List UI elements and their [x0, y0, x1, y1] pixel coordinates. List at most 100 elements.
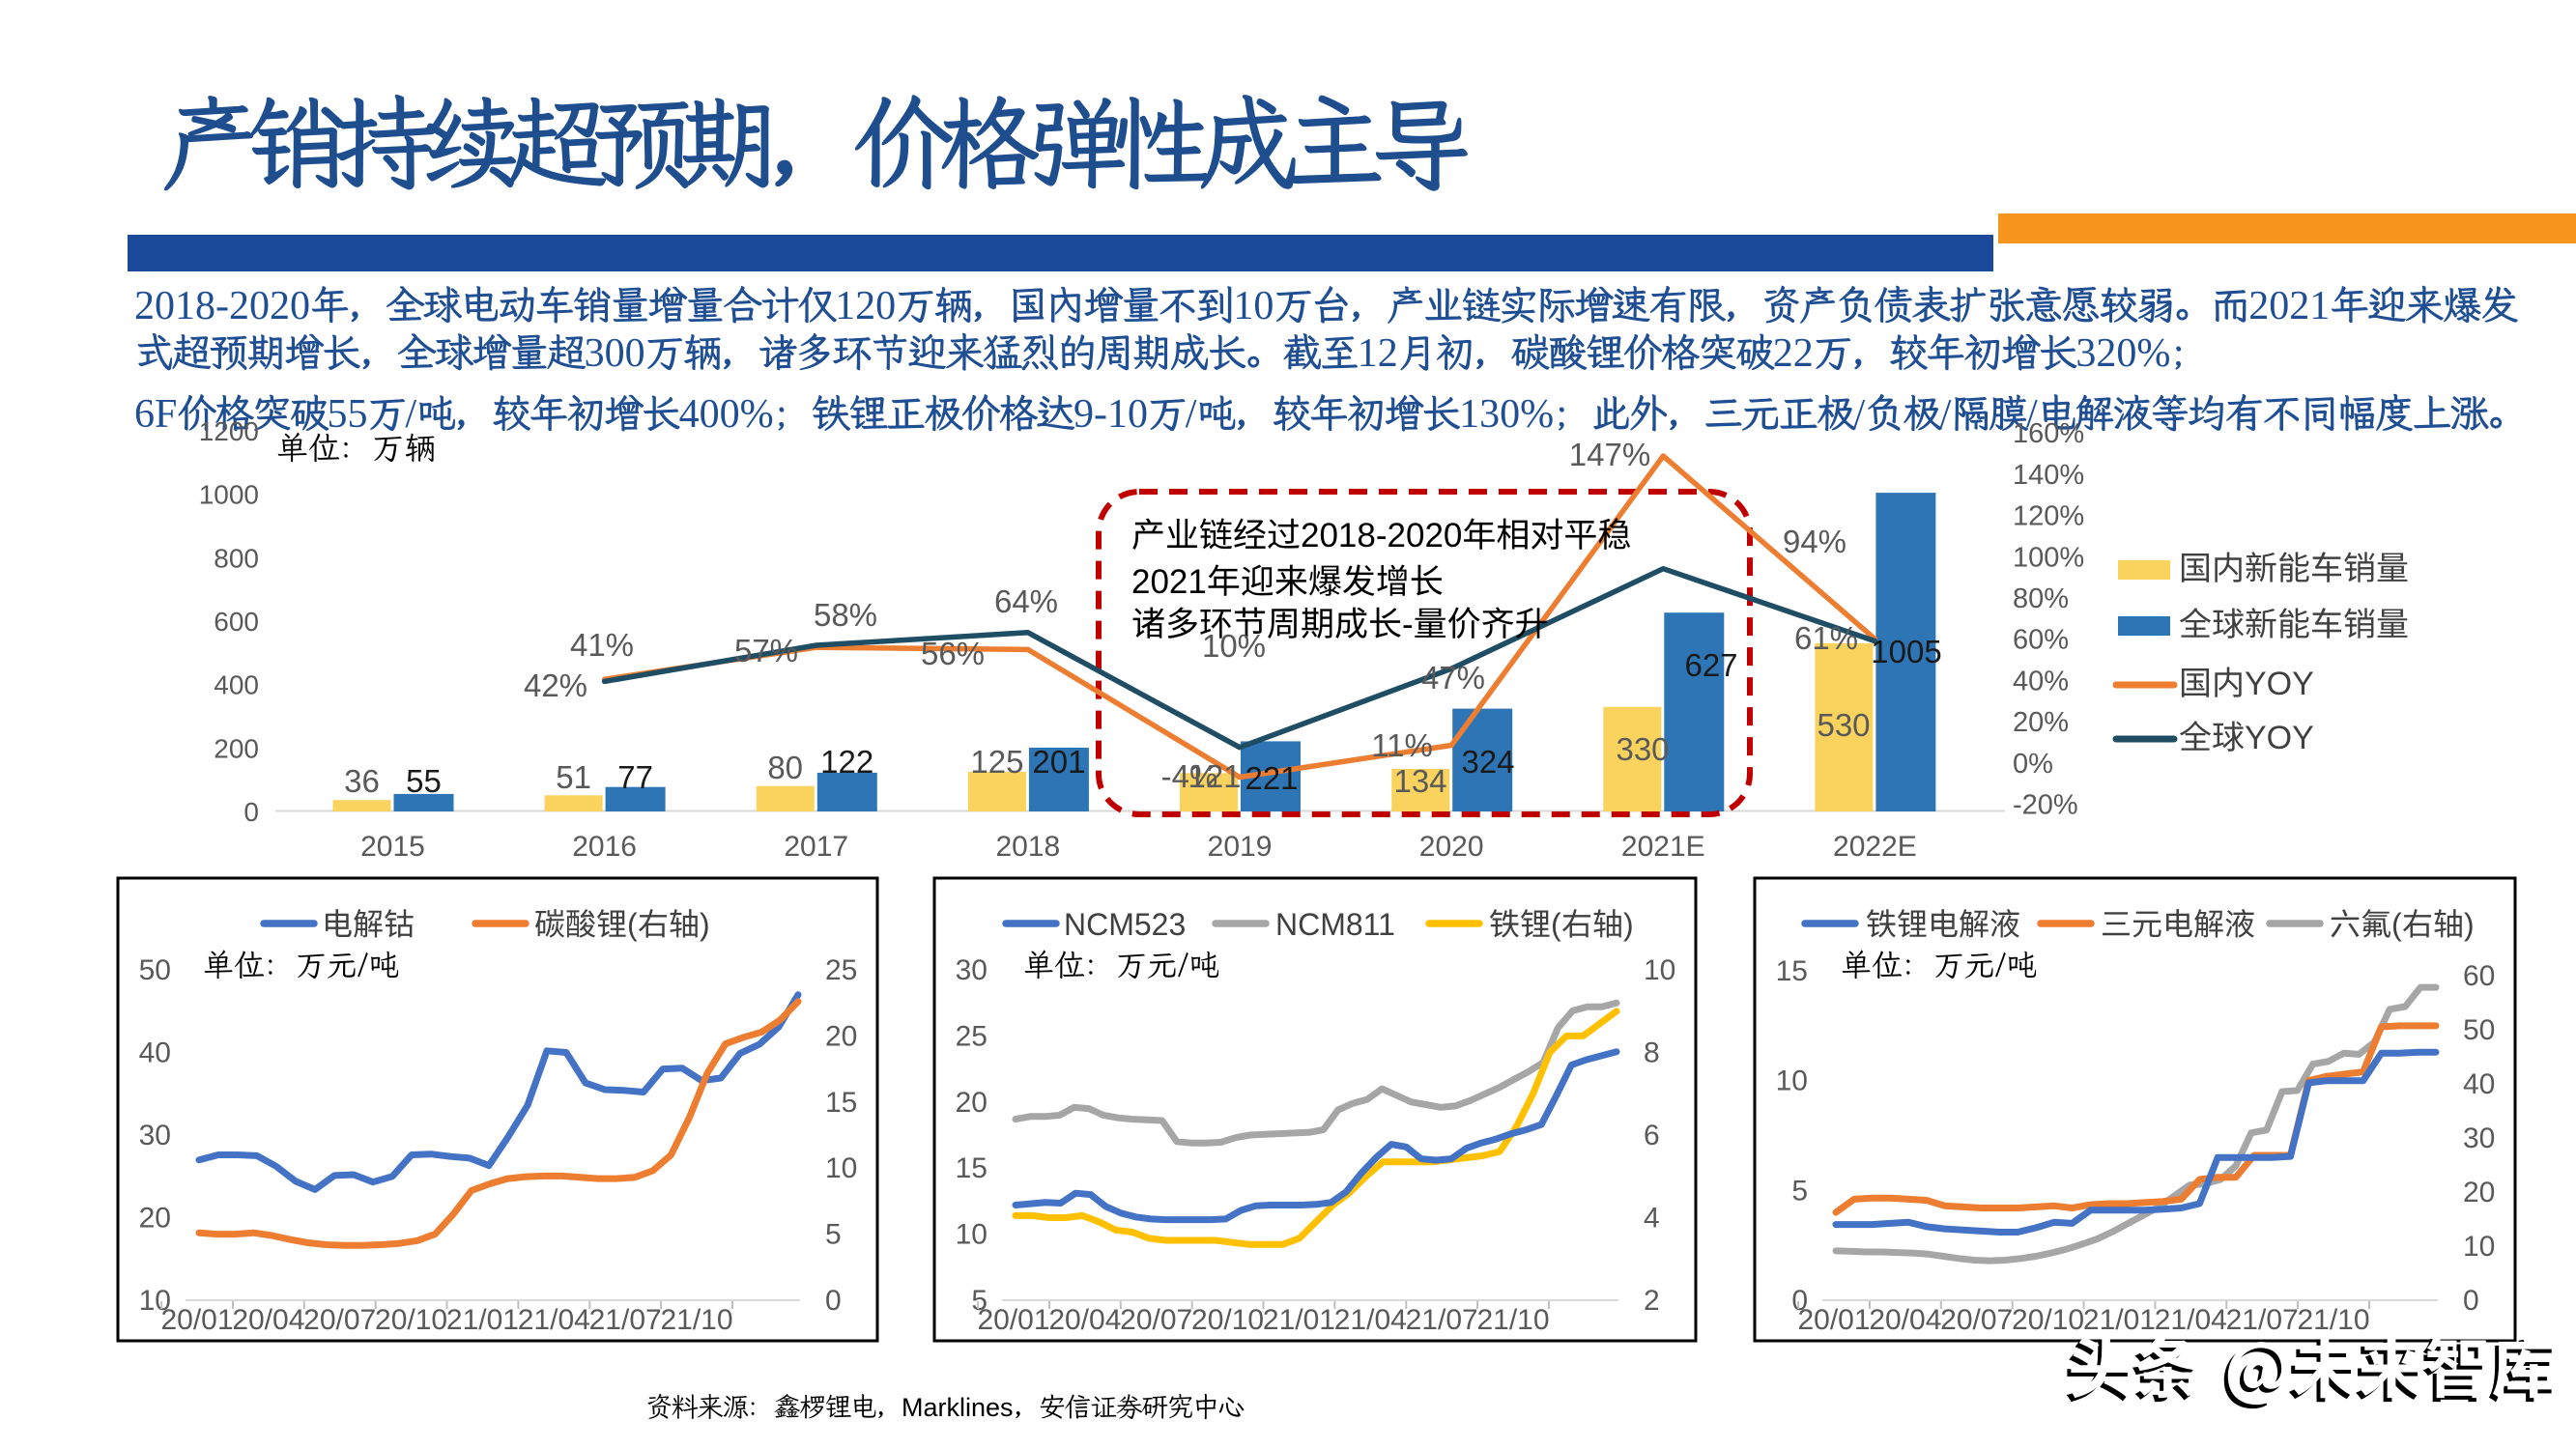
svg-text:15: 15 — [956, 1152, 987, 1184]
svg-text:6: 6 — [1644, 1120, 1660, 1151]
svg-text:10: 10 — [1644, 954, 1675, 986]
svg-text:10: 10 — [1233, 284, 1274, 328]
svg-text:21/01: 21/01 — [2083, 1304, 2156, 1336]
svg-text:61%: 61% — [1794, 620, 1858, 656]
svg-text:221: 221 — [1245, 760, 1298, 796]
svg-text:/: / — [1186, 392, 1197, 437]
svg-text:200: 200 — [214, 733, 259, 763]
svg-text:10: 10 — [1776, 1065, 1808, 1097]
svg-text:30: 30 — [139, 1120, 171, 1151]
svg-text:2022E: 2022E — [1833, 831, 1917, 863]
svg-text:Marklines: Marklines — [902, 1393, 1014, 1422]
svg-text:134: 134 — [1393, 763, 1446, 799]
svg-text:5: 5 — [971, 1285, 987, 1317]
svg-text:20/07: 20/07 — [1120, 1304, 1192, 1336]
svg-text:121: 121 — [1188, 758, 1241, 794]
svg-text:56%: 56% — [921, 636, 985, 671]
svg-text:55: 55 — [328, 392, 368, 437]
svg-text:21/10: 21/10 — [2297, 1304, 2369, 1336]
svg-text:130%: 130% — [1459, 392, 1554, 437]
svg-text:80: 80 — [767, 750, 803, 785]
svg-text:2021: 2021 — [2248, 284, 2330, 328]
svg-text:94%: 94% — [1783, 524, 1846, 559]
svg-text:627: 627 — [1684, 647, 1737, 683]
svg-text:2: 2 — [1644, 1285, 1660, 1317]
svg-text:20: 20 — [139, 1203, 171, 1235]
svg-text:20: 20 — [2463, 1177, 2495, 1208]
svg-text:40%: 40% — [2013, 666, 2069, 696]
svg-text:/: / — [1853, 392, 1865, 437]
svg-text:324: 324 — [1461, 744, 1514, 780]
svg-text:160%: 160% — [2013, 418, 2084, 449]
svg-text:): ) — [700, 907, 710, 942]
svg-text:): ) — [1623, 907, 1634, 942]
svg-text:5: 5 — [825, 1219, 842, 1251]
svg-text:330: 330 — [1616, 731, 1669, 767]
svg-text:/: / — [1940, 392, 1952, 437]
svg-text:-: - — [1402, 606, 1414, 643]
svg-text:2018-2020: 2018-2020 — [1301, 517, 1462, 554]
svg-text:6F: 6F — [134, 392, 177, 437]
svg-text:21/01: 21/01 — [446, 1304, 519, 1336]
svg-text:): ) — [2464, 907, 2475, 942]
svg-text:10: 10 — [139, 1285, 171, 1317]
svg-text:2018-2020: 2018-2020 — [134, 284, 310, 328]
svg-text:4: 4 — [1644, 1203, 1660, 1235]
svg-text:1005: 1005 — [1871, 634, 1941, 669]
svg-text:10: 10 — [2463, 1231, 2495, 1263]
svg-text:60: 60 — [2463, 960, 2495, 992]
svg-text:800: 800 — [214, 543, 259, 573]
svg-text:(: ( — [1551, 907, 1561, 942]
svg-text:0: 0 — [2463, 1285, 2479, 1317]
svg-text:(: ( — [2391, 907, 2402, 942]
svg-text:NCM811: NCM811 — [1275, 907, 1395, 942]
svg-text:20%: 20% — [2013, 707, 2069, 738]
svg-text:12: 12 — [1358, 331, 1398, 376]
svg-text:21/04: 21/04 — [2155, 1304, 2227, 1336]
svg-text:147%: 147% — [1569, 437, 1650, 472]
svg-text:140%: 140% — [2013, 460, 2084, 491]
svg-text:-4%: -4% — [1161, 758, 1218, 794]
svg-text:400%: 400% — [679, 392, 774, 437]
svg-text:/: / — [405, 392, 416, 437]
svg-text:58%: 58% — [814, 597, 877, 633]
svg-text:8: 8 — [1644, 1037, 1660, 1069]
svg-text:50: 50 — [139, 954, 171, 986]
svg-text:/: / — [2026, 392, 2038, 437]
svg-text:NCM523: NCM523 — [1064, 907, 1186, 942]
svg-text:40: 40 — [2463, 1068, 2495, 1100]
svg-text:20/07: 20/07 — [303, 1304, 376, 1336]
svg-text:2020: 2020 — [1419, 831, 1484, 863]
svg-text:1200: 1200 — [199, 416, 259, 446]
svg-text:25: 25 — [956, 1020, 987, 1052]
svg-text:22: 22 — [1773, 331, 1814, 376]
svg-text:25: 25 — [825, 954, 857, 986]
svg-text:60%: 60% — [2013, 625, 2069, 656]
svg-text:21/07: 21/07 — [2226, 1304, 2299, 1336]
svg-text:20/10: 20/10 — [2012, 1304, 2084, 1336]
svg-text:30: 30 — [956, 954, 987, 986]
svg-text:0: 0 — [825, 1285, 842, 1317]
svg-text:55: 55 — [406, 763, 442, 799]
svg-text:20/01: 20/01 — [160, 1304, 233, 1336]
svg-text:21/04: 21/04 — [1334, 1304, 1407, 1336]
svg-text:30: 30 — [2463, 1122, 2495, 1154]
svg-text:530: 530 — [1817, 707, 1870, 743]
svg-text:YOY: YOY — [2245, 720, 2314, 756]
svg-text:36: 36 — [344, 763, 380, 799]
svg-text:20: 20 — [825, 1020, 857, 1052]
svg-text:-20%: -20% — [2013, 790, 2078, 821]
svg-text:122: 122 — [820, 744, 873, 780]
svg-text:21/07: 21/07 — [1406, 1304, 1478, 1336]
svg-text:600: 600 — [214, 607, 259, 637]
svg-text:2018: 2018 — [996, 831, 1061, 863]
svg-text:2015: 2015 — [360, 831, 425, 863]
svg-text:100%: 100% — [2013, 542, 2084, 573]
svg-text:50: 50 — [2463, 1014, 2495, 1046]
svg-text:47%: 47% — [1421, 660, 1485, 696]
svg-text:42%: 42% — [524, 668, 587, 703]
svg-text:77: 77 — [617, 759, 653, 795]
svg-text:2021: 2021 — [1131, 563, 1207, 601]
svg-text:20/04: 20/04 — [232, 1304, 304, 1336]
svg-text:2021E: 2021E — [1621, 831, 1705, 863]
